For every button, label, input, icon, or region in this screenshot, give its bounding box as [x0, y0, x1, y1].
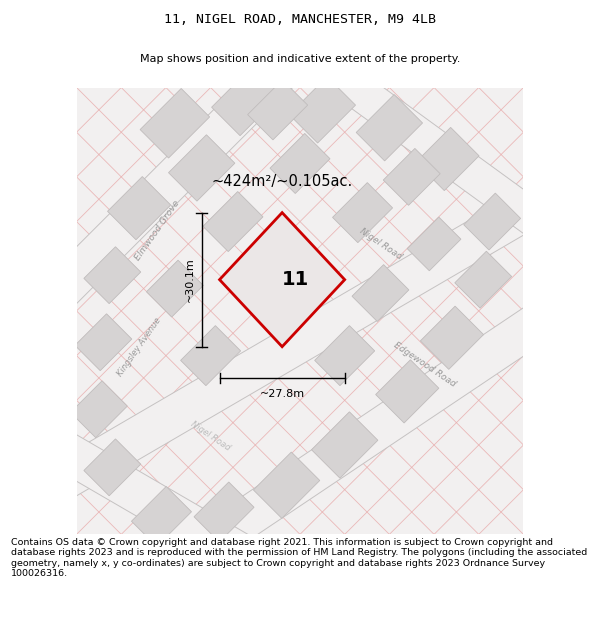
Polygon shape [203, 191, 263, 252]
Polygon shape [311, 412, 378, 478]
Polygon shape [253, 452, 320, 518]
Polygon shape [194, 482, 254, 542]
Text: Elmwood Grove: Elmwood Grove [133, 199, 181, 262]
Text: Map shows position and indicative extent of the property.: Map shows position and indicative extent… [140, 54, 460, 64]
Polygon shape [421, 306, 484, 369]
Polygon shape [407, 217, 461, 271]
Polygon shape [270, 134, 330, 194]
Polygon shape [220, 213, 344, 347]
Polygon shape [140, 89, 209, 158]
Polygon shape [312, 51, 578, 258]
Text: Nigel Road: Nigel Road [358, 226, 403, 261]
Polygon shape [146, 260, 203, 317]
Polygon shape [383, 148, 440, 206]
Polygon shape [464, 193, 521, 250]
Polygon shape [332, 182, 392, 243]
Text: ~27.8m: ~27.8m [260, 389, 305, 399]
Polygon shape [84, 439, 141, 496]
Polygon shape [70, 381, 127, 438]
Polygon shape [22, 169, 578, 516]
Polygon shape [212, 66, 281, 136]
Polygon shape [455, 251, 512, 308]
Polygon shape [17, 29, 323, 334]
Polygon shape [84, 247, 141, 304]
Text: ~424m²/~0.105ac.: ~424m²/~0.105ac. [212, 174, 353, 189]
Polygon shape [289, 77, 356, 143]
Text: Kingsley Avenue: Kingsley Avenue [116, 316, 163, 378]
Polygon shape [44, 428, 256, 574]
Text: 11, NIGEL ROAD, MANCHESTER, M9 4LB: 11, NIGEL ROAD, MANCHESTER, M9 4LB [164, 12, 436, 26]
Text: Edgewood Road: Edgewood Road [392, 341, 458, 389]
Polygon shape [107, 176, 171, 240]
Polygon shape [131, 486, 191, 546]
Polygon shape [248, 80, 308, 140]
Polygon shape [169, 135, 235, 201]
Polygon shape [376, 360, 439, 423]
Polygon shape [177, 285, 580, 573]
Polygon shape [314, 326, 375, 386]
Text: Contains OS data © Crown copyright and database right 2021. This information is : Contains OS data © Crown copyright and d… [11, 538, 587, 578]
Polygon shape [181, 326, 241, 386]
Text: ~30.1m: ~30.1m [185, 258, 195, 302]
Polygon shape [416, 127, 479, 191]
Polygon shape [356, 94, 422, 161]
Polygon shape [352, 264, 409, 321]
Polygon shape [75, 314, 132, 371]
Text: 11: 11 [282, 270, 309, 289]
Text: Nigel Road: Nigel Road [189, 419, 232, 452]
